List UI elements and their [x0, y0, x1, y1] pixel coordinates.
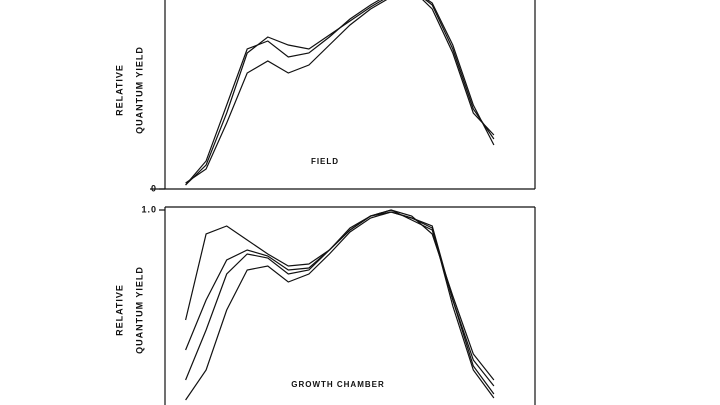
annotation: FIELD — [311, 157, 339, 166]
y-tick-label: 1.0 — [141, 204, 157, 214]
y-axis-label: QUANTUM YIELD — [134, 266, 144, 354]
y-axis-label: RELATIVE — [114, 64, 124, 116]
curve — [185, 0, 495, 186]
curve — [185, 209, 495, 395]
y-axis-label: QUANTUM YIELD — [134, 46, 144, 134]
y-tick-label: 0 — [151, 183, 157, 193]
annotation: GROWTH CHAMBER — [291, 380, 385, 389]
curve — [185, 0, 495, 184]
curve — [185, 209, 495, 381]
y-axis-label: RELATIVE — [114, 284, 124, 336]
curve — [185, 211, 495, 401]
